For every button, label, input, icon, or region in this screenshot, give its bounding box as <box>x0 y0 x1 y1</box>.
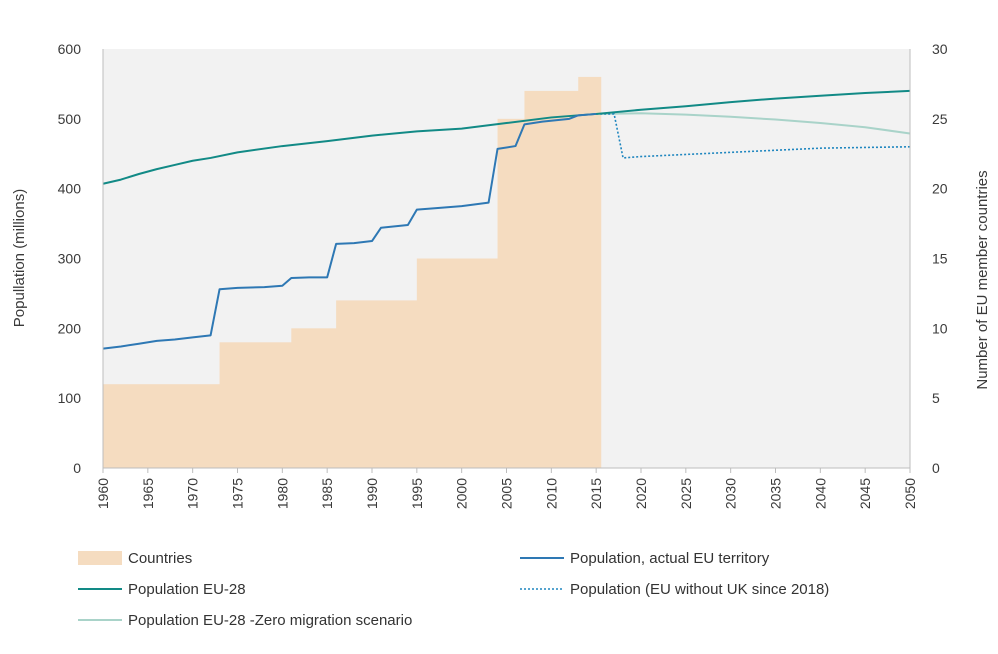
legend-swatch <box>78 551 122 565</box>
countries-step-bar <box>524 90 579 469</box>
countries-step-bar <box>416 258 499 468</box>
x-tick-label: 1965 <box>140 478 156 509</box>
x-tick-label: 2010 <box>543 478 559 509</box>
y-left-tick-label: 600 <box>58 41 82 57</box>
x-tick-label: 1980 <box>274 478 290 509</box>
x-tick-label: 2030 <box>723 478 739 509</box>
legend-label: Population, actual EU territory <box>570 550 770 567</box>
x-tick-label: 2035 <box>768 478 784 509</box>
y-right-tick-label: 25 <box>932 111 948 127</box>
y-right-tick-label: 0 <box>932 460 940 476</box>
legend-item-eu28: Population EU-28 <box>78 581 246 598</box>
x-tick-label: 1990 <box>364 478 380 509</box>
legend: Countries Population, actual EU territory… <box>78 550 829 629</box>
eu-without-uk-line <box>596 113 911 159</box>
y-left-tick-label: 0 <box>73 460 81 476</box>
x-tick-label: 1970 <box>185 478 201 509</box>
legend-label: Population (EU without UK since 2018) <box>570 581 829 598</box>
x-tick-label: 1995 <box>409 478 425 509</box>
x-tick-label: 2000 <box>454 478 470 509</box>
y-left-tick-label: 300 <box>58 251 82 267</box>
legend-label: Population EU-28 -Zero migration scenari… <box>128 612 412 629</box>
x-tick-label: 2015 <box>588 478 604 509</box>
actual-eu-territory-line <box>102 112 597 350</box>
countries-step-bar <box>578 76 602 468</box>
y-right-tick-label: 15 <box>932 251 948 267</box>
y-left-tick-label: 200 <box>58 320 82 336</box>
y-right-tick-label: 30 <box>932 41 948 57</box>
x-tick-label: 2005 <box>499 478 515 509</box>
series-lines-layer <box>102 89 911 350</box>
y-left-tick-label: 400 <box>58 181 82 197</box>
x-tick-label: 2040 <box>812 478 828 509</box>
y-right-tick-label: 10 <box>932 320 948 336</box>
legend-item-zero_migration: Population EU-28 -Zero migration scenari… <box>78 612 412 629</box>
y-right-tick-label: 5 <box>932 390 940 406</box>
legend-label: Countries <box>128 550 192 567</box>
legend-item-actual: Population, actual EU territory <box>520 550 770 567</box>
countries-step-bar <box>291 328 337 468</box>
legend-item-countries: Countries <box>78 550 192 567</box>
legend-item-no_uk: Population (EU without UK since 2018) <box>520 581 829 598</box>
x-tick-label: 1960 <box>95 478 111 509</box>
countries-step-bar <box>336 300 418 468</box>
eu28-line <box>102 89 911 185</box>
zero-migration-line <box>596 112 911 135</box>
countries-step-bar <box>219 342 292 468</box>
y-axis-right-title: Number of EU member countries <box>974 170 991 389</box>
x-tick-label: 2025 <box>678 478 694 509</box>
y-axis-left-title: Popullation (millions) <box>11 189 28 327</box>
y-left-tick-label: 500 <box>58 111 82 127</box>
countries-step-bar <box>103 384 221 468</box>
legend-label: Population EU-28 <box>128 581 246 598</box>
y-right-tick-label: 20 <box>932 181 948 197</box>
x-tick-label: 2020 <box>633 478 649 509</box>
x-tick-label: 1985 <box>319 478 335 509</box>
countries-step-bar <box>497 118 526 468</box>
countries-area-layer <box>103 76 602 469</box>
x-tick-label: 1975 <box>230 478 246 509</box>
x-tick-label: 2050 <box>902 478 918 509</box>
y-left-tick-label: 100 <box>58 390 82 406</box>
x-tick-label: 2045 <box>857 478 873 509</box>
